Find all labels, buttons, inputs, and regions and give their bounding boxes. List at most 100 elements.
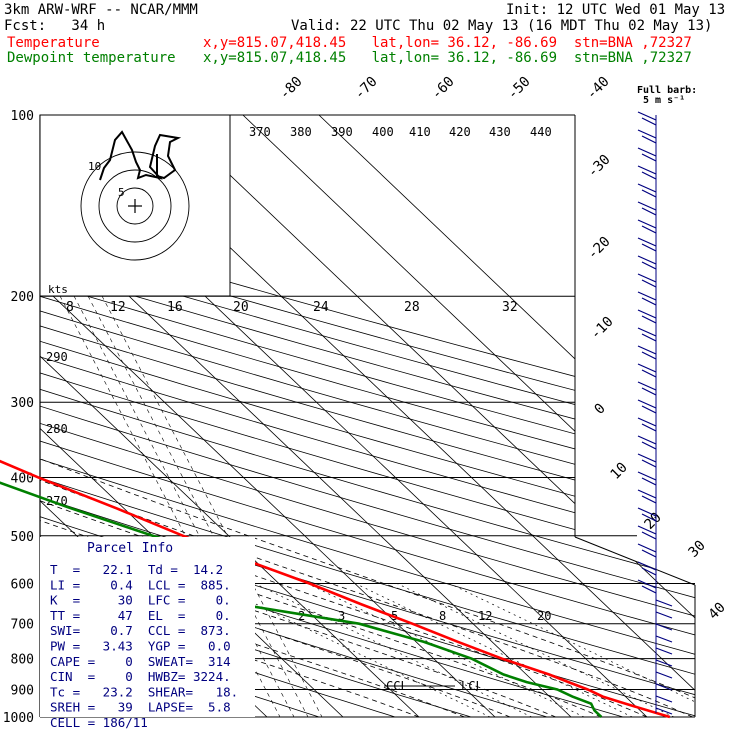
model-title: 3km ARW-WRF -- NCAR/MMM: [4, 2, 198, 18]
wind-barb: [637, 273, 657, 283]
wind-barb: [641, 423, 657, 432]
pressure-label: 400: [11, 471, 34, 486]
dry-adiabat-line: [40, 115, 695, 717]
wind-barb: [637, 219, 657, 229]
wind-barb: [641, 405, 657, 414]
forecast-hour: Fcst: 34 h: [4, 18, 106, 34]
wind-barb: [641, 117, 657, 126]
wind-barb: [641, 261, 657, 270]
kts-label: kts: [48, 283, 68, 296]
dry-adiabat-line: [40, 115, 695, 717]
wind-barb: [637, 507, 657, 517]
dry-adiabat-line: [40, 115, 472, 717]
isotherm-label: -50: [505, 74, 534, 103]
wind-barb: [641, 441, 657, 450]
wind-barb: [637, 399, 657, 409]
wind-barb: [641, 189, 657, 198]
parcel-row: TT = 47 EL = 0.: [50, 608, 231, 623]
wind-barb: [637, 543, 657, 553]
mixing-ratio-top-label: 32: [502, 300, 518, 315]
parcel-row: PW = 3.43 YGP = 0.0: [50, 639, 231, 654]
plot-corner-edge: [574, 536, 696, 586]
wind-barb: [641, 531, 657, 540]
wind-barb: [637, 183, 657, 193]
isotherm-label: 40: [706, 600, 729, 623]
wind-barb: [637, 291, 657, 301]
isotherm-label: -20: [585, 234, 614, 263]
wind-barb: [637, 489, 657, 499]
pressure-label: 500: [11, 530, 34, 545]
parcel-row: SWI= 0.7 CCL = 873.: [50, 623, 231, 638]
isotherm-line: [40, 115, 496, 717]
wind-barb: [637, 579, 657, 589]
wind-barb: [637, 165, 657, 175]
isotherm-line: [166, 115, 695, 717]
dry-adiabat-line: [40, 115, 695, 717]
theta-label: 410: [409, 125, 431, 139]
dry-adiabat-line: [40, 115, 695, 717]
parcel-row: T = 22.1 Td = 14.2: [50, 562, 223, 577]
mixing-ratio-line: [254, 583, 532, 717]
hodograph-ring: [80, 151, 190, 261]
kts-guide-line: [73, 295, 295, 718]
wind-barb: [641, 549, 657, 558]
dry-adiabat-label: 290: [46, 350, 68, 364]
wind-barb: [655, 659, 673, 667]
wind-barb: [641, 315, 657, 324]
wind-barb: [641, 279, 657, 288]
dry-adiabat-line: [40, 115, 695, 717]
wind-barb: [637, 453, 657, 463]
mixing-ratio-top-label: 28: [404, 300, 420, 315]
wind-barb: [637, 561, 657, 571]
hodograph-ring: [98, 169, 172, 243]
pressure-label: 200: [11, 290, 34, 305]
wind-barb: [641, 495, 657, 504]
isotherm-label: -60: [429, 74, 458, 103]
wind-barb: [637, 435, 657, 445]
parcel-row: SREH = 39 LAPSE= 5.8: [50, 700, 231, 715]
isotherm-label: -10: [588, 314, 617, 343]
dry-adiabat-line: [40, 115, 695, 717]
wind-barb: [637, 381, 657, 391]
moist-adiabat-line: [40, 295, 648, 717]
wind-barb: [637, 327, 657, 337]
wind-barb: [637, 345, 657, 355]
wind-barb: [641, 207, 657, 216]
isotherm-line: [242, 115, 695, 717]
wind-barb: [637, 129, 657, 139]
dry-adiabat-line: [40, 115, 695, 717]
theta-label: 380: [290, 125, 312, 139]
theta-label: 420: [449, 125, 471, 139]
wind-barb: [637, 147, 657, 157]
isotherm-line: [318, 115, 695, 717]
wind-barb: [655, 611, 673, 619]
moist-adiabat-line: [40, 295, 420, 717]
barb-legend-unit: 5 m s⁻¹: [643, 95, 685, 106]
parcel-row: CELL = 186/11: [50, 715, 148, 730]
wind-barb: [641, 585, 657, 594]
dry-adiabat-label: 280: [46, 422, 68, 436]
kts-guide-line: [101, 295, 323, 718]
mixing-ratio-label: 8: [439, 609, 446, 623]
theta-label: 370: [249, 125, 271, 139]
wind-barb: [641, 243, 657, 252]
wind-barb: [641, 351, 657, 360]
dry-adiabat-line: [40, 115, 695, 717]
wind-barb: [655, 695, 673, 703]
wind-barb: [641, 297, 657, 306]
isotherm-label: -30: [585, 152, 614, 181]
temperature-station-info: x,y=815.07,418.45 lat,lon= 36.12, -86.69…: [203, 35, 692, 51]
valid-time: Valid: 22 UTC Thu 02 May 13 (16 MDT Thu …: [291, 18, 713, 34]
wind-barb: [655, 683, 673, 691]
parcel-row: Tc = 23.2 SHEAR= 18.: [50, 684, 238, 699]
isotherm-label: 30: [686, 538, 709, 561]
wind-barb: [641, 387, 657, 396]
mixing-ratio-top-label: 8: [66, 300, 74, 315]
hodograph-ring: [116, 187, 154, 225]
wind-barb: [655, 623, 673, 631]
dewpoint-station-info: x,y=815.07,418.45 lat,lon= 36.12, -86.69…: [203, 50, 692, 66]
parcel-row: K = 30 LFC = 0.: [50, 593, 231, 608]
mixing-ratio-top-label: 20: [233, 300, 249, 315]
wind-barb: [641, 477, 657, 486]
